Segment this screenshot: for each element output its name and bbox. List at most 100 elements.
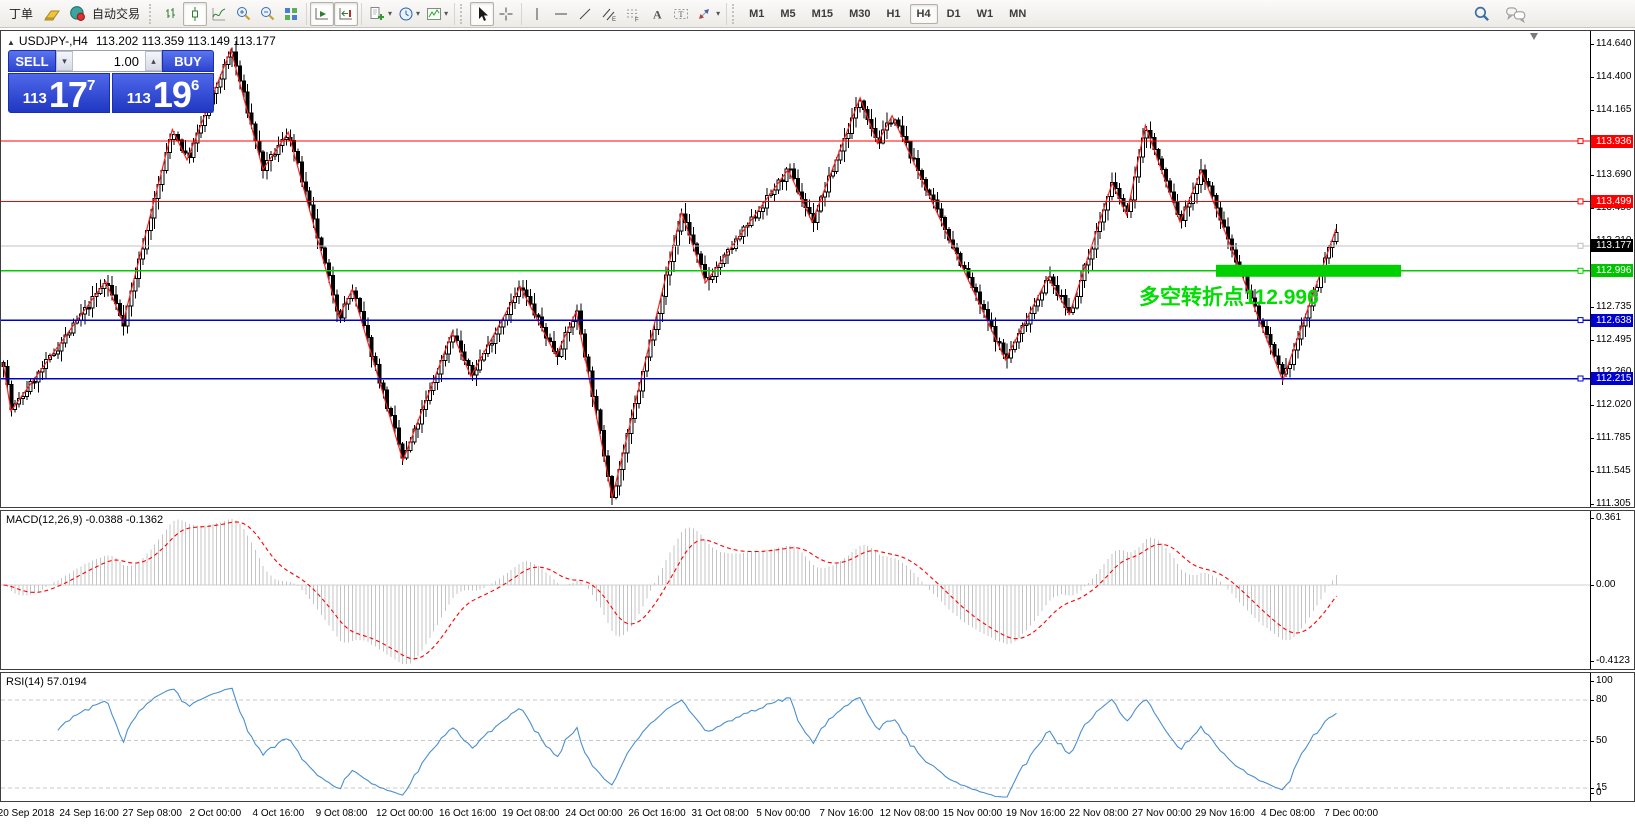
price-tick: 111.545 — [1591, 465, 1634, 477]
tile-windows-button[interactable] — [279, 2, 303, 26]
timeframe-d1[interactable]: D1 — [940, 4, 968, 24]
text-label-button[interactable]: T — [669, 2, 693, 26]
fibonacci-icon: F — [627, 9, 640, 22]
price-chart-window: ▲ USDJPY-,H4 113.202 113.359 113.149 113.1… — [0, 30, 1635, 510]
new-order-button[interactable]: ▾ — [365, 2, 395, 26]
line-chart-button[interactable] — [207, 2, 231, 26]
indicators-button[interactable]: ▾ — [423, 2, 451, 26]
price-tick: 113.690 — [1591, 169, 1634, 181]
rsi-canvas[interactable] — [1, 673, 1590, 799]
volume-decrease-button[interactable]: ▾ — [56, 51, 73, 71]
rsi-scale[interactable]: 100 80 50 15 0 — [1591, 673, 1634, 801]
volume-increase-button[interactable]: ▴ — [145, 51, 162, 71]
macd-canvas[interactable] — [1, 511, 1590, 667]
search-icon[interactable] — [1473, 5, 1491, 23]
chevron-down-icon: ▾ — [416, 9, 421, 18]
horizontal-line-button[interactable] — [549, 2, 573, 26]
sell-button[interactable]: SELL — [8, 50, 56, 72]
svg-text:A: A — [653, 7, 662, 21]
macd-tick: -0.4123 — [1591, 655, 1634, 667]
timeframe-m1[interactable]: M1 — [742, 4, 771, 24]
equidistant-channel-icon: E — [602, 8, 616, 22]
zoom-in-button[interactable] — [231, 2, 255, 26]
chat-icon[interactable] — [1505, 5, 1527, 23]
price-level-label[interactable]: 112.996 — [1591, 264, 1633, 278]
cursor-icon — [479, 6, 489, 21]
price-chart-canvas[interactable] — [1, 31, 1590, 507]
triangle-icon: ▲ — [7, 38, 15, 47]
periods-button[interactable]: ▾ — [395, 2, 423, 26]
order-button[interactable]: 丁单 — [2, 2, 40, 26]
chart-shift-marker-icon[interactable] — [1530, 33, 1538, 40]
toolbar-grip — [149, 3, 155, 24]
candlestick-button[interactable] — [183, 1, 208, 26]
buy-button[interactable]: BUY — [162, 50, 214, 72]
price-level-label[interactable]: 112.638 — [1591, 313, 1633, 327]
rsi-label: RSI(14) 57.0194 — [6, 676, 87, 688]
fibonacci-button[interactable]: F — [621, 2, 645, 26]
crosshair-icon — [499, 7, 513, 20]
chart-shift-button[interactable] — [334, 1, 359, 26]
timeframe-m5[interactable]: M5 — [773, 4, 802, 24]
price-plot-area: ▲ USDJPY-,H4 113.202 113.359 113.149 113.1… — [1, 31, 1591, 507]
toolbar-grip — [460, 3, 466, 24]
price-level-label[interactable]: 113.177 — [1591, 239, 1633, 253]
time-tick: 29 Nov 16:00 — [1195, 808, 1255, 819]
pivot-annotation[interactable]: 多空转折点112.996 — [1139, 286, 1319, 309]
svg-text:E: E — [612, 17, 616, 22]
rsi-tick: 100 — [1591, 675, 1634, 687]
equidistant-channel-button[interactable]: E — [597, 2, 621, 26]
gold-ingot-button[interactable] — [40, 2, 66, 26]
timeframe-h4[interactable]: H4 — [909, 3, 938, 24]
time-axis[interactable]: 20 Sep 2018 24 Sep 16:00 27 Sep 08:00 2 Oct… — [0, 802, 1633, 828]
arrows-icon — [699, 8, 710, 19]
timeframe-mn[interactable]: MN — [1002, 4, 1033, 24]
time-tick: 9 Oct 08:00 — [315, 808, 368, 819]
symbol-period-label: USDJPY-,H4 — [18, 34, 88, 48]
buy-price[interactable]: 113 19 6 — [112, 73, 214, 113]
time-tick: 16 Oct 16:00 — [439, 808, 497, 819]
macd-window: MACD(12,26,9) -0.0388 -0.1362 0.361 0.00 -… — [0, 510, 1635, 670]
time-tick: 31 Oct 08:00 — [691, 808, 749, 819]
price-tick: 114.165 — [1591, 104, 1634, 116]
price-level-label[interactable]: 112.215 — [1591, 371, 1633, 385]
volume-value[interactable]: 1.00 — [73, 51, 145, 71]
zoom-out-button[interactable] — [255, 2, 279, 26]
price-level-label[interactable]: 113.499 — [1591, 194, 1633, 208]
toolbar-separator — [521, 2, 523, 25]
trendline-button[interactable] — [573, 2, 597, 26]
timeframe-h1[interactable]: H1 — [879, 4, 907, 24]
price-tick: 111.305 — [1591, 498, 1634, 510]
price-scale[interactable]: 114.640114.400114.165113.690113.450113.2… — [1591, 31, 1634, 510]
toolbar-separator — [361, 2, 363, 25]
bar-chart-button[interactable] — [159, 2, 183, 26]
text-icon: A — [653, 7, 662, 21]
cursor-button[interactable] — [470, 1, 495, 26]
line-chart-icon — [212, 7, 226, 20]
time-tick: 19 Nov 16:00 — [1005, 808, 1066, 819]
timeframe-m30[interactable]: M30 — [842, 4, 877, 24]
crosshair-button[interactable] — [494, 2, 518, 26]
macd-scale[interactable]: 0.361 0.00 -0.4123 — [1591, 511, 1634, 669]
toolbar-separator — [454, 2, 456, 25]
autotrading-label: 自动交易 — [92, 7, 141, 21]
timeframe-m15[interactable]: M15 — [805, 4, 840, 24]
autotrading-button[interactable]: 自动交易 — [66, 2, 147, 26]
horizontal-line-icon — [555, 13, 568, 14]
arrows-button[interactable]: ▾ — [693, 2, 723, 26]
price-level-label[interactable]: 113.936 — [1591, 134, 1633, 148]
text-button[interactable]: A — [645, 2, 669, 26]
time-tick: 2 Oct 00:00 — [189, 808, 242, 819]
toolbar-separator — [726, 2, 728, 25]
rsi-plot-area: RSI(14) 57.0194 — [1, 673, 1591, 801]
timeframe-w1[interactable]: W1 — [970, 4, 1001, 24]
sell-price[interactable]: 113 17 7 — [8, 73, 110, 113]
time-tick: 24 Oct 00:00 — [565, 808, 623, 819]
time-tick: 4 Dec 08:00 — [1261, 808, 1315, 819]
time-tick: 12 Oct 00:00 — [375, 808, 434, 819]
vertical-line-button[interactable] — [525, 2, 549, 26]
price-tick: 112.495 — [1591, 334, 1634, 346]
bar-chart-icon — [166, 7, 176, 18]
auto-scroll-button[interactable] — [310, 1, 335, 26]
